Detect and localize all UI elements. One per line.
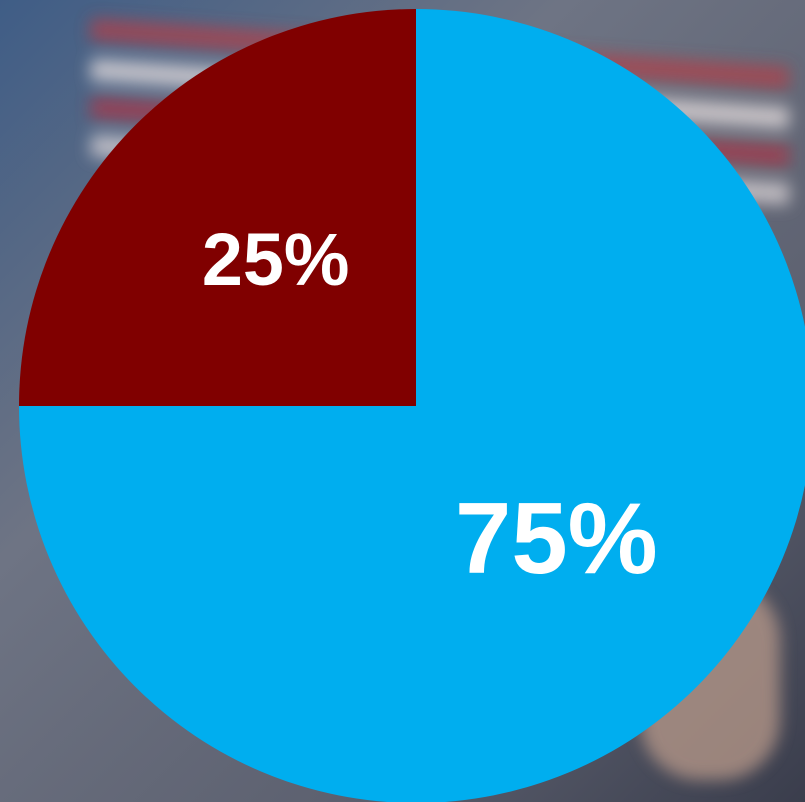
pie: 75% 25% [19,9,805,802]
pie-slice [19,9,805,802]
data-label: 75% [455,482,658,595]
pie-slice [19,9,416,406]
data-label: 25% [202,218,350,301]
